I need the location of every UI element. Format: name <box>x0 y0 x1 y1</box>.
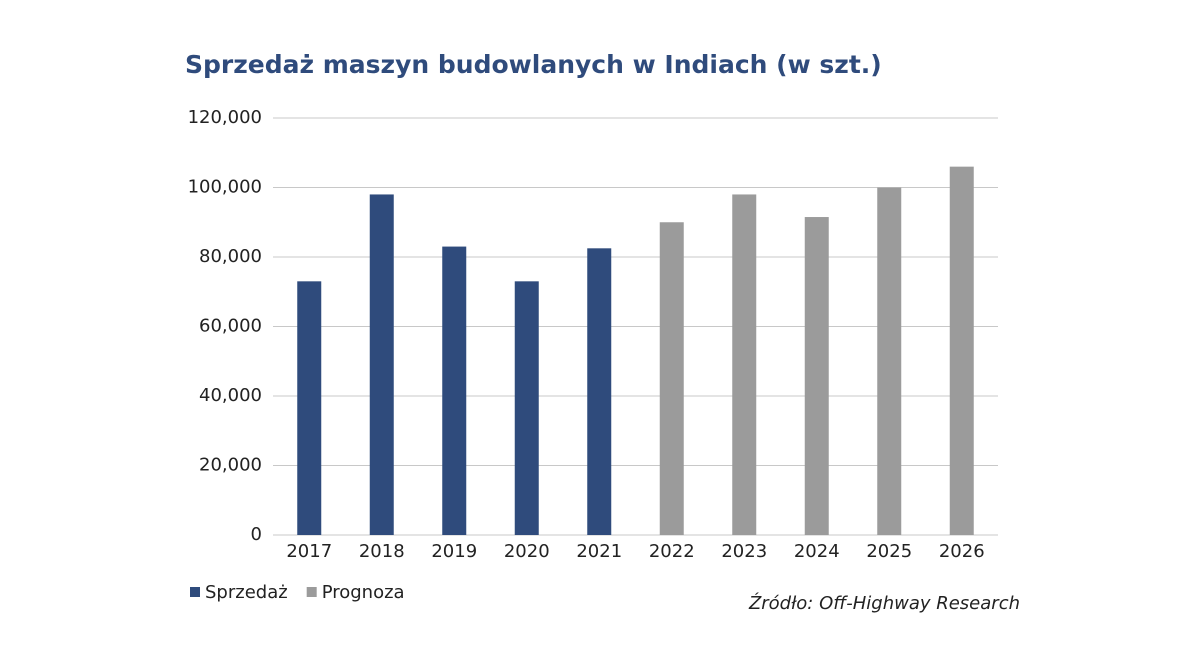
bar <box>659 222 684 535</box>
bar <box>514 281 539 535</box>
legend-label: Sprzedaż <box>205 582 288 603</box>
x-tick-label: 2024 <box>794 541 840 562</box>
x-tick-label: 2022 <box>649 541 695 562</box>
y-tick-label: 120,000 <box>188 107 262 128</box>
bar <box>587 248 612 535</box>
x-tick-label: 2026 <box>939 541 985 562</box>
x-tick-label: 2018 <box>359 541 405 562</box>
y-tick-label: 20,000 <box>199 455 262 476</box>
legend-label: Prognoza <box>322 582 405 603</box>
y-tick-label: 0 <box>251 524 262 545</box>
bar <box>732 194 757 535</box>
bar <box>877 187 902 535</box>
bar <box>297 281 322 535</box>
x-tick-label: 2021 <box>576 541 622 562</box>
source: Źródło: Off-Highway Research <box>748 592 1020 614</box>
bar <box>442 246 467 535</box>
legend-swatch <box>306 587 317 597</box>
y-tick-label: 60,000 <box>199 316 262 337</box>
y-tick-label: 100,000 <box>188 177 262 198</box>
bar <box>804 217 829 535</box>
y-tick-label: 40,000 <box>199 385 262 406</box>
bar <box>949 166 974 535</box>
y-tick-label: 80,000 <box>199 246 262 267</box>
x-tick-label: 2025 <box>866 541 912 562</box>
x-tick-label: 2019 <box>431 541 477 562</box>
legend-swatch <box>190 587 200 597</box>
x-tick-label: 2017 <box>286 541 332 562</box>
bar <box>369 194 394 535</box>
x-tick-label: 2023 <box>721 541 767 562</box>
x-tick-label: 2020 <box>504 541 550 562</box>
chart-title: Sprzedaż maszyn budowlanych w Indiach (w… <box>185 50 882 79</box>
